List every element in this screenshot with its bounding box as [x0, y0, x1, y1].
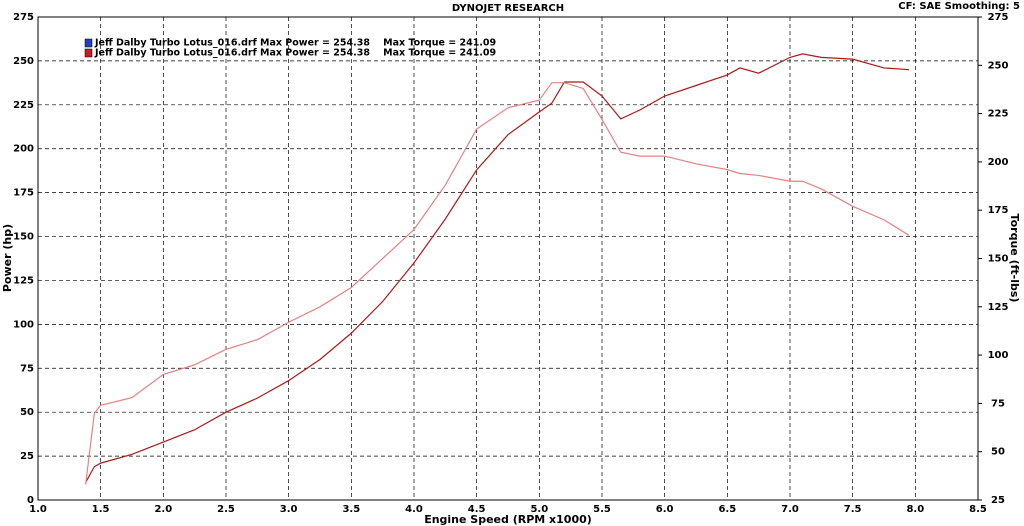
y2-tick-label: 25 [991, 495, 1005, 506]
x-tick-label: 1.5 [92, 504, 110, 515]
x-tick-label: 3.0 [280, 504, 298, 515]
y2-tick-label: 200 [988, 157, 1009, 168]
settings-label: CF: SAE Smoothing: 5 [898, 1, 1020, 12]
legend-label: Jeff Dalby Turbo Lotus_016.drf Max Power… [94, 38, 496, 49]
x-tick-label: 2.5 [217, 504, 235, 515]
x-tick-label: 3.5 [342, 504, 360, 515]
y-tick-label: 100 [13, 319, 34, 330]
series-line [85, 82, 910, 485]
y2-tick-label: 250 [988, 60, 1009, 71]
y2-tick-label: 100 [988, 350, 1009, 361]
x-tick-label: 7.0 [781, 504, 799, 515]
y-tick-label: 250 [13, 56, 34, 67]
x-tick-label: 2.0 [154, 504, 172, 515]
y2-tick-label: 150 [988, 254, 1009, 265]
y2-tick-label: 275 [988, 12, 1009, 23]
plot-frame [37, 16, 979, 501]
y2-tick-label: 125 [988, 302, 1009, 313]
x-tick-label: 1.0 [29, 504, 47, 515]
y-tick-label: 175 [13, 188, 34, 199]
y-tick-label: 225 [13, 100, 34, 111]
y-tick-label: 50 [20, 407, 34, 418]
y-tick-label: 125 [13, 275, 34, 286]
y-tick-label: 25 [20, 451, 34, 462]
x-tick-label: 7.5 [844, 504, 862, 515]
x-tick-label: 4.5 [468, 504, 486, 515]
x-tick-label: 8.0 [906, 504, 924, 515]
y-tick-label: 0 [27, 495, 34, 506]
y2-tick-label: 75 [991, 398, 1005, 409]
y-tick-label: 275 [13, 12, 34, 23]
x-tick-label: 5.5 [593, 504, 611, 515]
y2-tick-label: 175 [988, 205, 1009, 216]
legend-swatch [84, 38, 93, 48]
y-axis-label: Power (hp) [1, 224, 14, 292]
legend-swatch [84, 48, 93, 58]
y-tick-label: 150 [13, 232, 34, 243]
chart-title: DYNOJET RESEARCH [452, 3, 564, 14]
y2-tick-label: 225 [988, 109, 1009, 120]
x-axis-label: Engine Speed (RPM x1000) [424, 513, 592, 526]
x-tick-label: 4.0 [405, 504, 423, 515]
legend-label: Jeff Dalby Turbo Lotus_016.drf Max Power… [94, 48, 496, 59]
x-tick-label: 6.0 [656, 504, 674, 515]
series-line [85, 53, 910, 483]
x-tick-label: 5.0 [530, 504, 548, 515]
y-tick-label: 75 [20, 363, 34, 374]
y2-tick-label: 50 [991, 447, 1005, 458]
y2-axis-label: Torque (ft-lbs) [1008, 214, 1021, 303]
y-tick-label: 200 [13, 144, 34, 155]
x-tick-label: 8.5 [969, 504, 987, 515]
x-tick-label: 6.5 [718, 504, 736, 515]
